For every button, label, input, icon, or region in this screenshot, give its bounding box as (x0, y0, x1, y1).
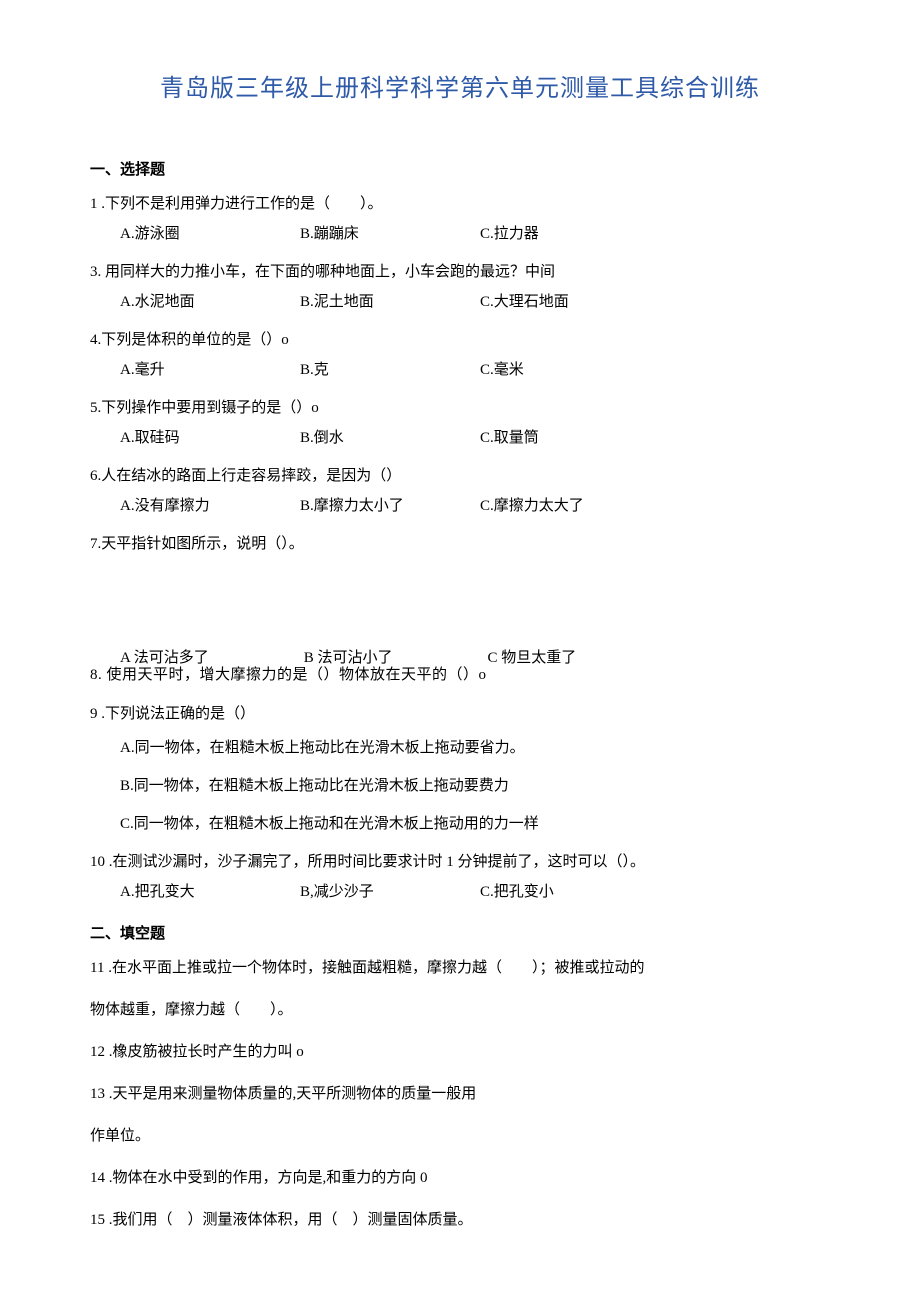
question-9: 9 .下列说法正确的是（） A.同一物体，在粗糙木板上拖动比在光滑木板上拖动要省… (90, 702, 830, 836)
q5-opt-c: C.取量筒 (480, 426, 620, 450)
q1-opt-a: A.游泳圈 (120, 222, 300, 246)
q14-line: 14 .物体在水中受到的作用，方向是,和重力的方向 0 (90, 1166, 830, 1190)
q4-opt-c: C.毫米 (480, 358, 620, 382)
q11-line1: 11 .在水平面上推或拉一个物体时，接触面越粗糙，摩擦力越（ ）；被推或拉动的 (90, 956, 830, 980)
q9-opt-b: B.同一物体，在粗糙木板上拖动比在光滑木板上拖动要费力 (90, 774, 830, 798)
q13-line1: 13 .天平是用来测量物体质量的,天平所测物体的质量一般用 (90, 1082, 830, 1106)
q6-opt-a: A.没有摩擦力 (120, 494, 300, 518)
q1-opt-b: B.蹦蹦床 (300, 222, 480, 246)
question-4: 4.下列是体积的单位的是（）o A.毫升 B.克 C.毫米 (90, 328, 830, 382)
q1-stem: 1 .下列不是利用弹力进行工作的是（ ）。 (90, 192, 830, 216)
q4-stem: 4.下列是体积的单位的是（）o (90, 328, 830, 352)
question-1: 1 .下列不是利用弹力进行工作的是（ ）。 A.游泳圈 B.蹦蹦床 C.拉力器 (90, 192, 830, 246)
question-5: 5.下列操作中要用到镊子的是（）o A.取硅码 B.倒水 C.取量筒 (90, 396, 830, 450)
q4-opt-a: A.毫升 (120, 358, 300, 382)
q6-opt-b: B.摩擦力太小了 (300, 494, 480, 518)
q10-stem: 10 .在测试沙漏时，沙子漏完了，所用时间比要求计时 1 分钟提前了，这时可以（… (90, 850, 830, 874)
q1-opt-c: C.拉力器 (480, 222, 620, 246)
q8-line: 8. 使用天平时，增大摩擦力的是（）物体放在天平的（）o (90, 663, 487, 687)
q9-opt-c: C.同一物体，在粗糙木板上拖动和在光滑木板上拖动用的力一样 (90, 812, 830, 836)
q10-opt-c: C.把孔变小 (480, 880, 620, 904)
q13-line2: 作单位。 (90, 1124, 830, 1148)
q10-opt-a: A.把孔变大 (120, 880, 300, 904)
q3-opt-c: C.大理石地面 (480, 290, 620, 314)
q5-opt-b: B.倒水 (300, 426, 480, 450)
q3-opt-a: A.水泥地面 (120, 290, 300, 314)
question-7: 7.天平指针如图所示，说明（）。 A 法可沾多了 B 法可沾小了 C 物旦太重了… (90, 532, 830, 708)
q7-opt-c: C 物旦太重了 (488, 646, 577, 670)
question-10: 10 .在测试沙漏时，沙子漏完了，所用时间比要求计时 1 分钟提前了，这时可以（… (90, 850, 830, 904)
q7-stem: 7.天平指针如图所示，说明（）。 (90, 532, 830, 556)
q10-opt-b: B,减少沙子 (300, 880, 480, 904)
q11-line2: 物体越重，摩擦力越（ ）。 (90, 998, 830, 1022)
q12-line: 12 .橡皮筋被拉长时产生的力叫 o (90, 1040, 830, 1064)
q15-line: 15 .我们用（ ）测量液体体积，用（ ）测量固体质量。 (90, 1208, 830, 1232)
q6-opt-c: C.摩擦力太大了 (480, 494, 620, 518)
question-3: 3. 用同样大的力推小车，在下面的哪种地面上，小车会跑的最远？中间 A.水泥地面… (90, 260, 830, 314)
q5-stem: 5.下列操作中要用到镊子的是（）o (90, 396, 830, 420)
q3-stem: 3. 用同样大的力推小车，在下面的哪种地面上，小车会跑的最远？中间 (90, 260, 830, 284)
section-1-header: 一、选择题 (90, 158, 830, 182)
q3-opt-b: B.泥土地面 (300, 290, 480, 314)
q4-opt-b: B.克 (300, 358, 480, 382)
q5-opt-a: A.取硅码 (120, 426, 300, 450)
q6-stem: 6.人在结冰的路面上行走容易摔跤，是因为（） (90, 464, 830, 488)
q9-opt-a: A.同一物体，在粗糙木板上拖动比在光滑木板上拖动要省力。 (90, 736, 830, 760)
section-2-header: 二、填空题 (90, 922, 830, 946)
question-6: 6.人在结冰的路面上行走容易摔跤，是因为（） A.没有摩擦力 B.摩擦力太小了 … (90, 464, 830, 518)
page-title: 青岛版三年级上册科学科学第六单元测量工具综合训练 (90, 70, 830, 108)
